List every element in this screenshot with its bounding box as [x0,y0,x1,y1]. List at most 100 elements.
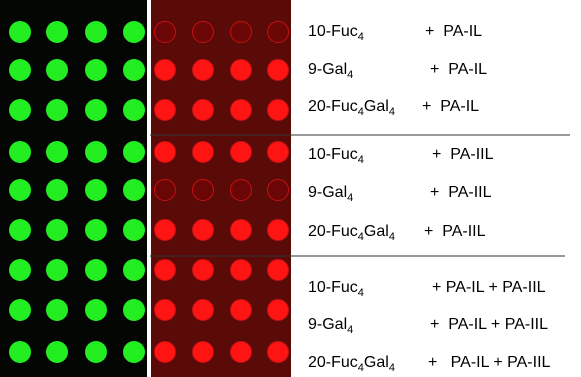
red-spot [155,260,176,281]
red-spot [268,22,289,43]
green-spot [123,99,145,121]
red-spot [155,220,176,241]
green-spot [46,59,68,81]
red-spot [231,260,252,281]
green-spot [85,59,107,81]
red-spot [193,100,214,121]
green-spot [46,299,68,321]
green-spot [9,21,31,43]
glycan-text: Gal [364,223,389,240]
green-spot [46,341,68,363]
red-spot [231,220,252,241]
red-spot [193,342,214,363]
subscript: 4 [358,154,364,166]
green-spot [85,141,107,163]
subscript: 4 [347,69,353,81]
green-spot [9,299,31,321]
glycan-text: 10-Fuc [308,146,358,163]
green-spot [123,179,145,201]
green-spot [85,259,107,281]
subscript: 4 [358,31,364,43]
red-spot [155,60,176,81]
glycan-text: 9-Gal [308,316,347,333]
glycan-label: 9-Gal4 [308,316,353,336]
glycan-label: 10-Fuc4 [308,23,364,43]
glycan-text: 9-Gal [308,61,347,78]
green-spot [85,179,107,201]
subscript: 4 [389,106,395,118]
lectin-label: + PA-IIL [432,146,494,163]
green-spot [9,99,31,121]
glycan-label: 9-Gal4 [308,61,353,81]
red-spot [268,180,289,201]
glycan-text: 9-Gal [308,184,347,201]
green-spot [46,179,68,201]
red-spot [193,142,214,163]
green-spot [46,21,68,43]
subscript: 4 [358,287,364,299]
red-spot [155,300,176,321]
glycan-text: 20-Fuc [308,354,358,371]
red-spot [193,260,214,281]
lectin-label: + PA-IIL [430,184,492,201]
green-spot [9,219,31,241]
glycan-text: 20-Fuc [308,98,358,115]
green-spot [123,299,145,321]
red-spot [155,180,176,201]
lectin-label: + PA-IL [430,61,487,78]
red-spot [268,342,289,363]
glycan-label: 10-Fuc4 [308,146,364,166]
green-spot [46,259,68,281]
red-spot [231,300,252,321]
green-spot [9,141,31,163]
lectin-label: + PA-IL + PA-IIL [430,316,548,333]
red-spot [231,22,252,43]
glycan-text: 20-Fuc [308,223,358,240]
red-spot [155,142,176,163]
glycan-label: 20-Fuc4Gal4 [308,223,395,243]
lectin-label: + PA-IL + PA-IIL [428,354,551,371]
lectin-label: + PA-IL [425,23,482,40]
green-spot [46,219,68,241]
green-spot [123,21,145,43]
subscript: 4 [389,231,395,243]
red-spot [231,100,252,121]
lectin-label: + PA-IL [422,98,479,115]
red-spot [193,220,214,241]
lectin-label: + PA-IIL [424,223,486,240]
red-spot [268,220,289,241]
red-spot [231,342,252,363]
green-spot [85,21,107,43]
red-spot [155,22,176,43]
glycan-text: 10-Fuc [308,23,358,40]
green-spot [46,99,68,121]
glycan-label: 10-Fuc4 [308,279,364,299]
subscript: 4 [389,362,395,374]
lectin-label: + PA-IL + PA-IIL [432,279,546,296]
red-spot [268,260,289,281]
red-spot [231,60,252,81]
red-spot [193,22,214,43]
red-spot [193,300,214,321]
green-spot [85,219,107,241]
green-spot [9,179,31,201]
subscript: 4 [347,192,353,204]
red-spot [268,60,289,81]
figure: 10-Fuc4+ PA-IL9-Gal4+ PA-IL20-Fuc4Gal4+ … [0,0,581,377]
green-spot [123,141,145,163]
green-spot [85,99,107,121]
red-spot [193,180,214,201]
green-spot [123,219,145,241]
green-spot [9,259,31,281]
subscript: 4 [347,324,353,336]
glycan-label: 20-Fuc4Gal4 [308,354,395,374]
green-spot [123,259,145,281]
glycan-text: Gal [364,354,389,371]
green-spot [123,59,145,81]
green-spot [46,141,68,163]
glycan-label: 20-Fuc4Gal4 [308,98,395,118]
red-spot [155,342,176,363]
red-spot [231,142,252,163]
green-spot [9,341,31,363]
red-spot [231,180,252,201]
